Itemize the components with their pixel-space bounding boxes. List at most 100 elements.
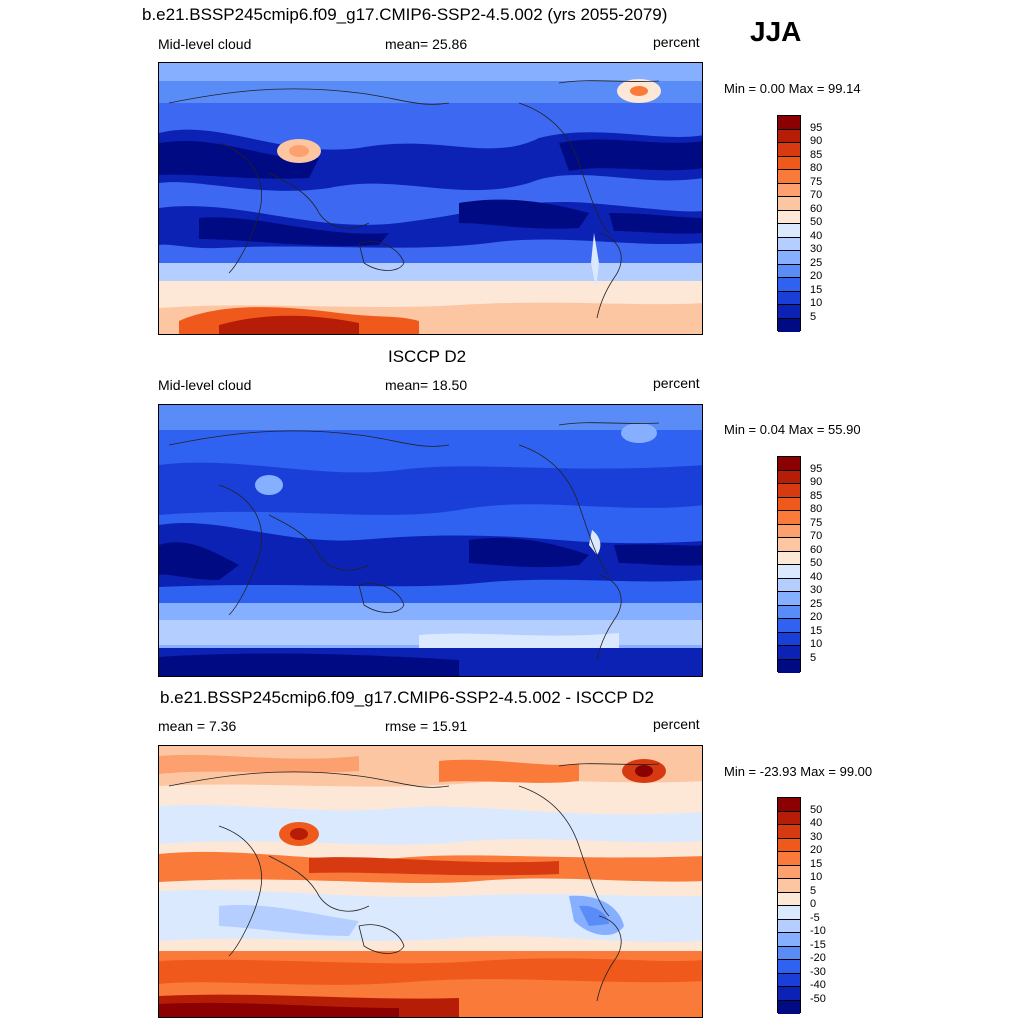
colorbar-tick-label: 20: [810, 611, 823, 623]
colorbar-swatch: [778, 183, 800, 197]
panel-2-units-label: percent: [653, 375, 700, 391]
colorbar-swatch: [778, 906, 800, 920]
colorbar-tick-label: 80: [810, 503, 823, 515]
colorbar-swatch: [778, 632, 800, 646]
colorbar-tick-label: 15: [810, 624, 823, 637]
panel-2-colorbar: [777, 456, 801, 673]
colorbar-swatch: [778, 484, 800, 498]
colorbar-tick-label: 5: [810, 884, 817, 897]
panel-3-units-label: percent: [653, 716, 700, 732]
colorbar-swatch: [778, 291, 800, 305]
colorbar-swatch: [778, 237, 800, 251]
panel-1-map: [158, 62, 703, 335]
panel-2-mean-label: mean= 18.50: [385, 377, 468, 393]
colorbar-swatch: [778, 960, 800, 974]
colorbar-swatch: [778, 1000, 800, 1014]
colorbar-swatch: [778, 565, 800, 579]
colorbar-swatch: [778, 879, 800, 893]
colorbar-swatch: [778, 892, 800, 906]
colorbar-swatch: [778, 919, 800, 933]
colorbar-swatch: [778, 170, 800, 184]
colorbar-tick-label: 25: [810, 597, 823, 610]
colorbar-tick-label: -20: [810, 952, 826, 964]
colorbar-tick-label: 5: [810, 310, 817, 323]
colorbar-tick-label: 25: [810, 256, 823, 269]
colorbar-swatch: [778, 116, 800, 130]
panel-1-colorbar: [777, 115, 801, 332]
panel-3-colorbar: [777, 797, 801, 1014]
colorbar-tick-label: 80: [810, 162, 823, 174]
colorbar-swatch: [778, 798, 800, 812]
colorbar-tick-label: 30: [810, 830, 823, 843]
colorbar-tick-label: 20: [810, 270, 823, 282]
colorbar-swatch: [778, 318, 800, 332]
colorbar-swatch: [778, 578, 800, 592]
colorbar-tick-label: 10: [810, 871, 823, 883]
colorbar-swatch: [778, 457, 800, 471]
colorbar-swatch: [778, 619, 800, 633]
colorbar-tick-label: 50: [810, 803, 823, 816]
colorbar-swatch: [778, 933, 800, 947]
colorbar-swatch: [778, 197, 800, 211]
colorbar-tick-label: 95: [810, 462, 823, 475]
colorbar-tick-label: 20: [810, 844, 823, 856]
season-label: JJA: [750, 16, 802, 47]
colorbar-swatch: [778, 156, 800, 170]
colorbar-tick-label: 10: [810, 638, 823, 650]
colorbar-swatch: [778, 838, 800, 852]
colorbar-swatch: [778, 210, 800, 224]
colorbar-swatch: [778, 551, 800, 565]
colorbar-tick-label: 5: [810, 651, 817, 664]
colorbar-tick-label: 15: [810, 283, 823, 296]
colorbar-tick-label: 90: [810, 476, 823, 488]
colorbar-swatch: [778, 852, 800, 866]
panel-3-title: b.e21.BSSP245cmip6.f09_g17.CMIP6-SSP2-4.…: [160, 688, 654, 707]
colorbar-tick-label: 95: [810, 121, 823, 134]
colorbar-tick-label: -5: [810, 911, 820, 924]
panel-1-title: b.e21.BSSP245cmip6.f09_g17.CMIP6-SSP2-4.…: [142, 5, 668, 24]
colorbar-swatch: [778, 511, 800, 525]
colorbar-swatch: [778, 605, 800, 619]
colorbar-tick-label: -10: [810, 925, 826, 937]
colorbar-swatch: [778, 470, 800, 484]
colorbar-tick-label: 0: [810, 898, 817, 910]
panel-1-minmax-label: Min = 0.00 Max = 99.14: [724, 81, 861, 96]
colorbar-tick-label: 40: [810, 817, 823, 829]
colorbar-swatch: [778, 987, 800, 1001]
colorbar-tick-label: 85: [810, 148, 823, 161]
colorbar-swatch: [778, 946, 800, 960]
colorbar-swatch: [778, 143, 800, 157]
colorbar-swatch: [778, 524, 800, 538]
colorbar-tick-label: 40: [810, 229, 823, 242]
colorbar-swatch: [778, 129, 800, 143]
panel-1-variable-label: Mid-level cloud: [158, 36, 252, 52]
panel-3-mean-label: mean = 7.36: [158, 718, 237, 734]
colorbar-swatch: [778, 659, 800, 673]
colorbar-swatch: [778, 592, 800, 606]
colorbar-swatch: [778, 811, 800, 825]
panel-2-variable-label: Mid-level cloud: [158, 377, 252, 393]
colorbar-tick-label: -50: [810, 992, 826, 1005]
colorbar-tick-label: 60: [810, 202, 823, 215]
panel-2-map: [158, 404, 703, 677]
colorbar-swatch: [778, 825, 800, 839]
colorbar-swatch: [778, 538, 800, 552]
colorbar-swatch: [778, 278, 800, 292]
colorbar-swatch: [778, 497, 800, 511]
colorbar-tick-label: -15: [810, 938, 826, 951]
panel-2-minmax-label: Min = 0.04 Max = 55.90: [724, 422, 861, 437]
colorbar-tick-label: -40: [810, 979, 826, 991]
colorbar-swatch: [778, 305, 800, 319]
colorbar-tick-label: 70: [810, 530, 823, 542]
colorbar-swatch: [778, 646, 800, 660]
colorbar-swatch: [778, 264, 800, 278]
panel-1-units-label: percent: [653, 34, 700, 50]
colorbar-swatch: [778, 865, 800, 879]
panel-3-map: [158, 745, 703, 1018]
colorbar-swatch: [778, 251, 800, 265]
panel-3-minmax-label: Min = -23.93 Max = 99.00: [724, 764, 873, 779]
colorbar-tick-label: 50: [810, 557, 823, 569]
colorbar-tick-label: 60: [810, 543, 823, 556]
colorbar-tick-label: 40: [810, 570, 823, 583]
colorbar-tick-label: 30: [810, 243, 823, 255]
